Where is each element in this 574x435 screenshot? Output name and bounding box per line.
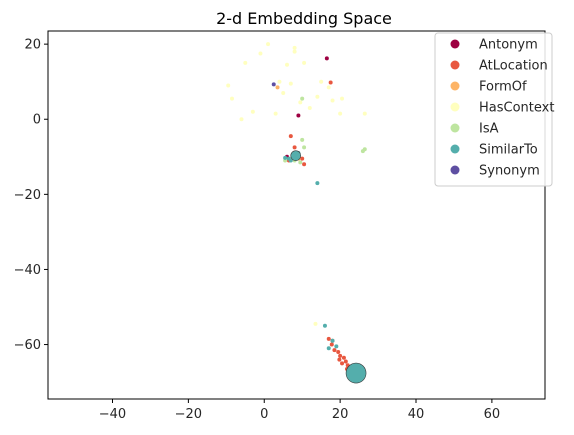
cluster-point-similarto <box>290 150 302 161</box>
legend: Antonym AtLocation FormOf HasContext IsA Simi… <box>434 32 554 187</box>
legend-marker-formof <box>450 81 460 91</box>
point-hascontext <box>326 85 331 90</box>
point-hascontext <box>277 79 282 84</box>
plot-area <box>226 42 367 384</box>
point-atlocation <box>300 156 305 161</box>
x-tick-label: −40 <box>99 407 126 422</box>
point-hascontext <box>330 98 335 103</box>
point-hascontext <box>239 117 244 122</box>
point-hascontext <box>298 100 303 105</box>
legend-marker-isa <box>450 123 460 133</box>
point-atlocation <box>329 342 334 347</box>
point-atlocation <box>292 145 297 150</box>
point-atlocation <box>336 350 341 355</box>
point-atlocation <box>338 353 343 358</box>
point-atlocation <box>343 359 348 364</box>
legend-box <box>434 32 553 187</box>
point-similarto <box>334 344 339 349</box>
point-similarto <box>315 181 320 186</box>
cluster-point-similarto <box>345 362 367 384</box>
point-similarto <box>283 155 288 160</box>
legend-label-atlocation: AtLocation <box>479 59 548 74</box>
x-axis: −40 −20 0 20 40 60 <box>99 399 500 422</box>
point-hascontext <box>230 96 234 101</box>
point-similarto <box>326 346 331 351</box>
point-atlocation <box>337 357 342 362</box>
point-hascontext <box>288 81 293 86</box>
point-isa <box>300 137 305 142</box>
point-hascontext <box>273 111 278 116</box>
point-hascontext <box>258 51 263 56</box>
point-similarto <box>330 338 335 343</box>
y-tick-label: −40 <box>14 263 41 278</box>
legend-marker-similarto <box>450 144 460 154</box>
point-synonym <box>271 82 276 87</box>
point-atlocation <box>332 348 337 353</box>
y-axis: 20 0 −20 −40 −60 <box>14 38 48 353</box>
legend-label-hascontext: HasContext <box>479 101 554 116</box>
point-hascontext <box>292 49 297 54</box>
y-tick-label: 0 <box>33 113 41 128</box>
legend-label-similarto: SimilarTo <box>479 143 538 158</box>
point-atlocation <box>326 336 331 341</box>
point-isa <box>300 96 305 101</box>
point-similarto <box>322 323 327 328</box>
y-tick-label: 20 <box>24 38 41 53</box>
point-antonym <box>324 56 329 61</box>
point-atlocation <box>288 134 293 139</box>
legend-marker-antonym <box>450 39 460 49</box>
point-hascontext <box>307 105 312 110</box>
point-similarto <box>288 158 293 163</box>
x-tick-label: 20 <box>332 407 349 422</box>
x-tick-label: 60 <box>484 407 501 422</box>
point-hascontext <box>281 90 286 95</box>
legend-label-antonym: Antonym <box>479 38 538 53</box>
legend-label-formof: FormOf <box>479 80 527 95</box>
point-hascontext <box>285 62 290 67</box>
point-hascontext <box>266 42 271 47</box>
point-hascontext <box>292 45 297 50</box>
legend-marker-synonym <box>450 165 460 175</box>
legend-marker-hascontext <box>450 102 460 112</box>
point-isa <box>302 145 307 150</box>
point-isa <box>360 149 365 154</box>
point-atlocation <box>341 355 346 360</box>
point-atlocation <box>302 162 307 167</box>
point-formof <box>275 85 280 90</box>
chart-title: 2-d Embedding Space <box>216 9 392 28</box>
point-hascontext <box>243 60 248 65</box>
point-antonym <box>296 113 301 118</box>
y-tick-label: −60 <box>14 338 41 353</box>
legend-label-isa: IsA <box>479 122 499 137</box>
point-isa <box>298 160 303 165</box>
point-hascontext <box>319 79 324 84</box>
point-hascontext <box>340 96 345 101</box>
point-hascontext <box>313 321 318 326</box>
point-atlocation <box>328 80 333 85</box>
x-tick-label: 0 <box>260 407 268 422</box>
y-tick-label: −20 <box>14 188 41 203</box>
point-atlocation <box>340 361 345 366</box>
legend-marker-atlocation <box>450 60 460 70</box>
point-hascontext <box>250 109 255 114</box>
x-tick-label: −20 <box>175 407 202 422</box>
point-hascontext <box>302 60 307 65</box>
point-hascontext <box>338 111 343 116</box>
point-hascontext <box>315 94 320 99</box>
plot-frame <box>47 30 546 400</box>
x-tick-label: 40 <box>408 407 425 422</box>
legend-label-synonym: Synonym <box>479 164 540 179</box>
point-hascontext <box>362 111 367 116</box>
point-hascontext <box>226 83 231 88</box>
